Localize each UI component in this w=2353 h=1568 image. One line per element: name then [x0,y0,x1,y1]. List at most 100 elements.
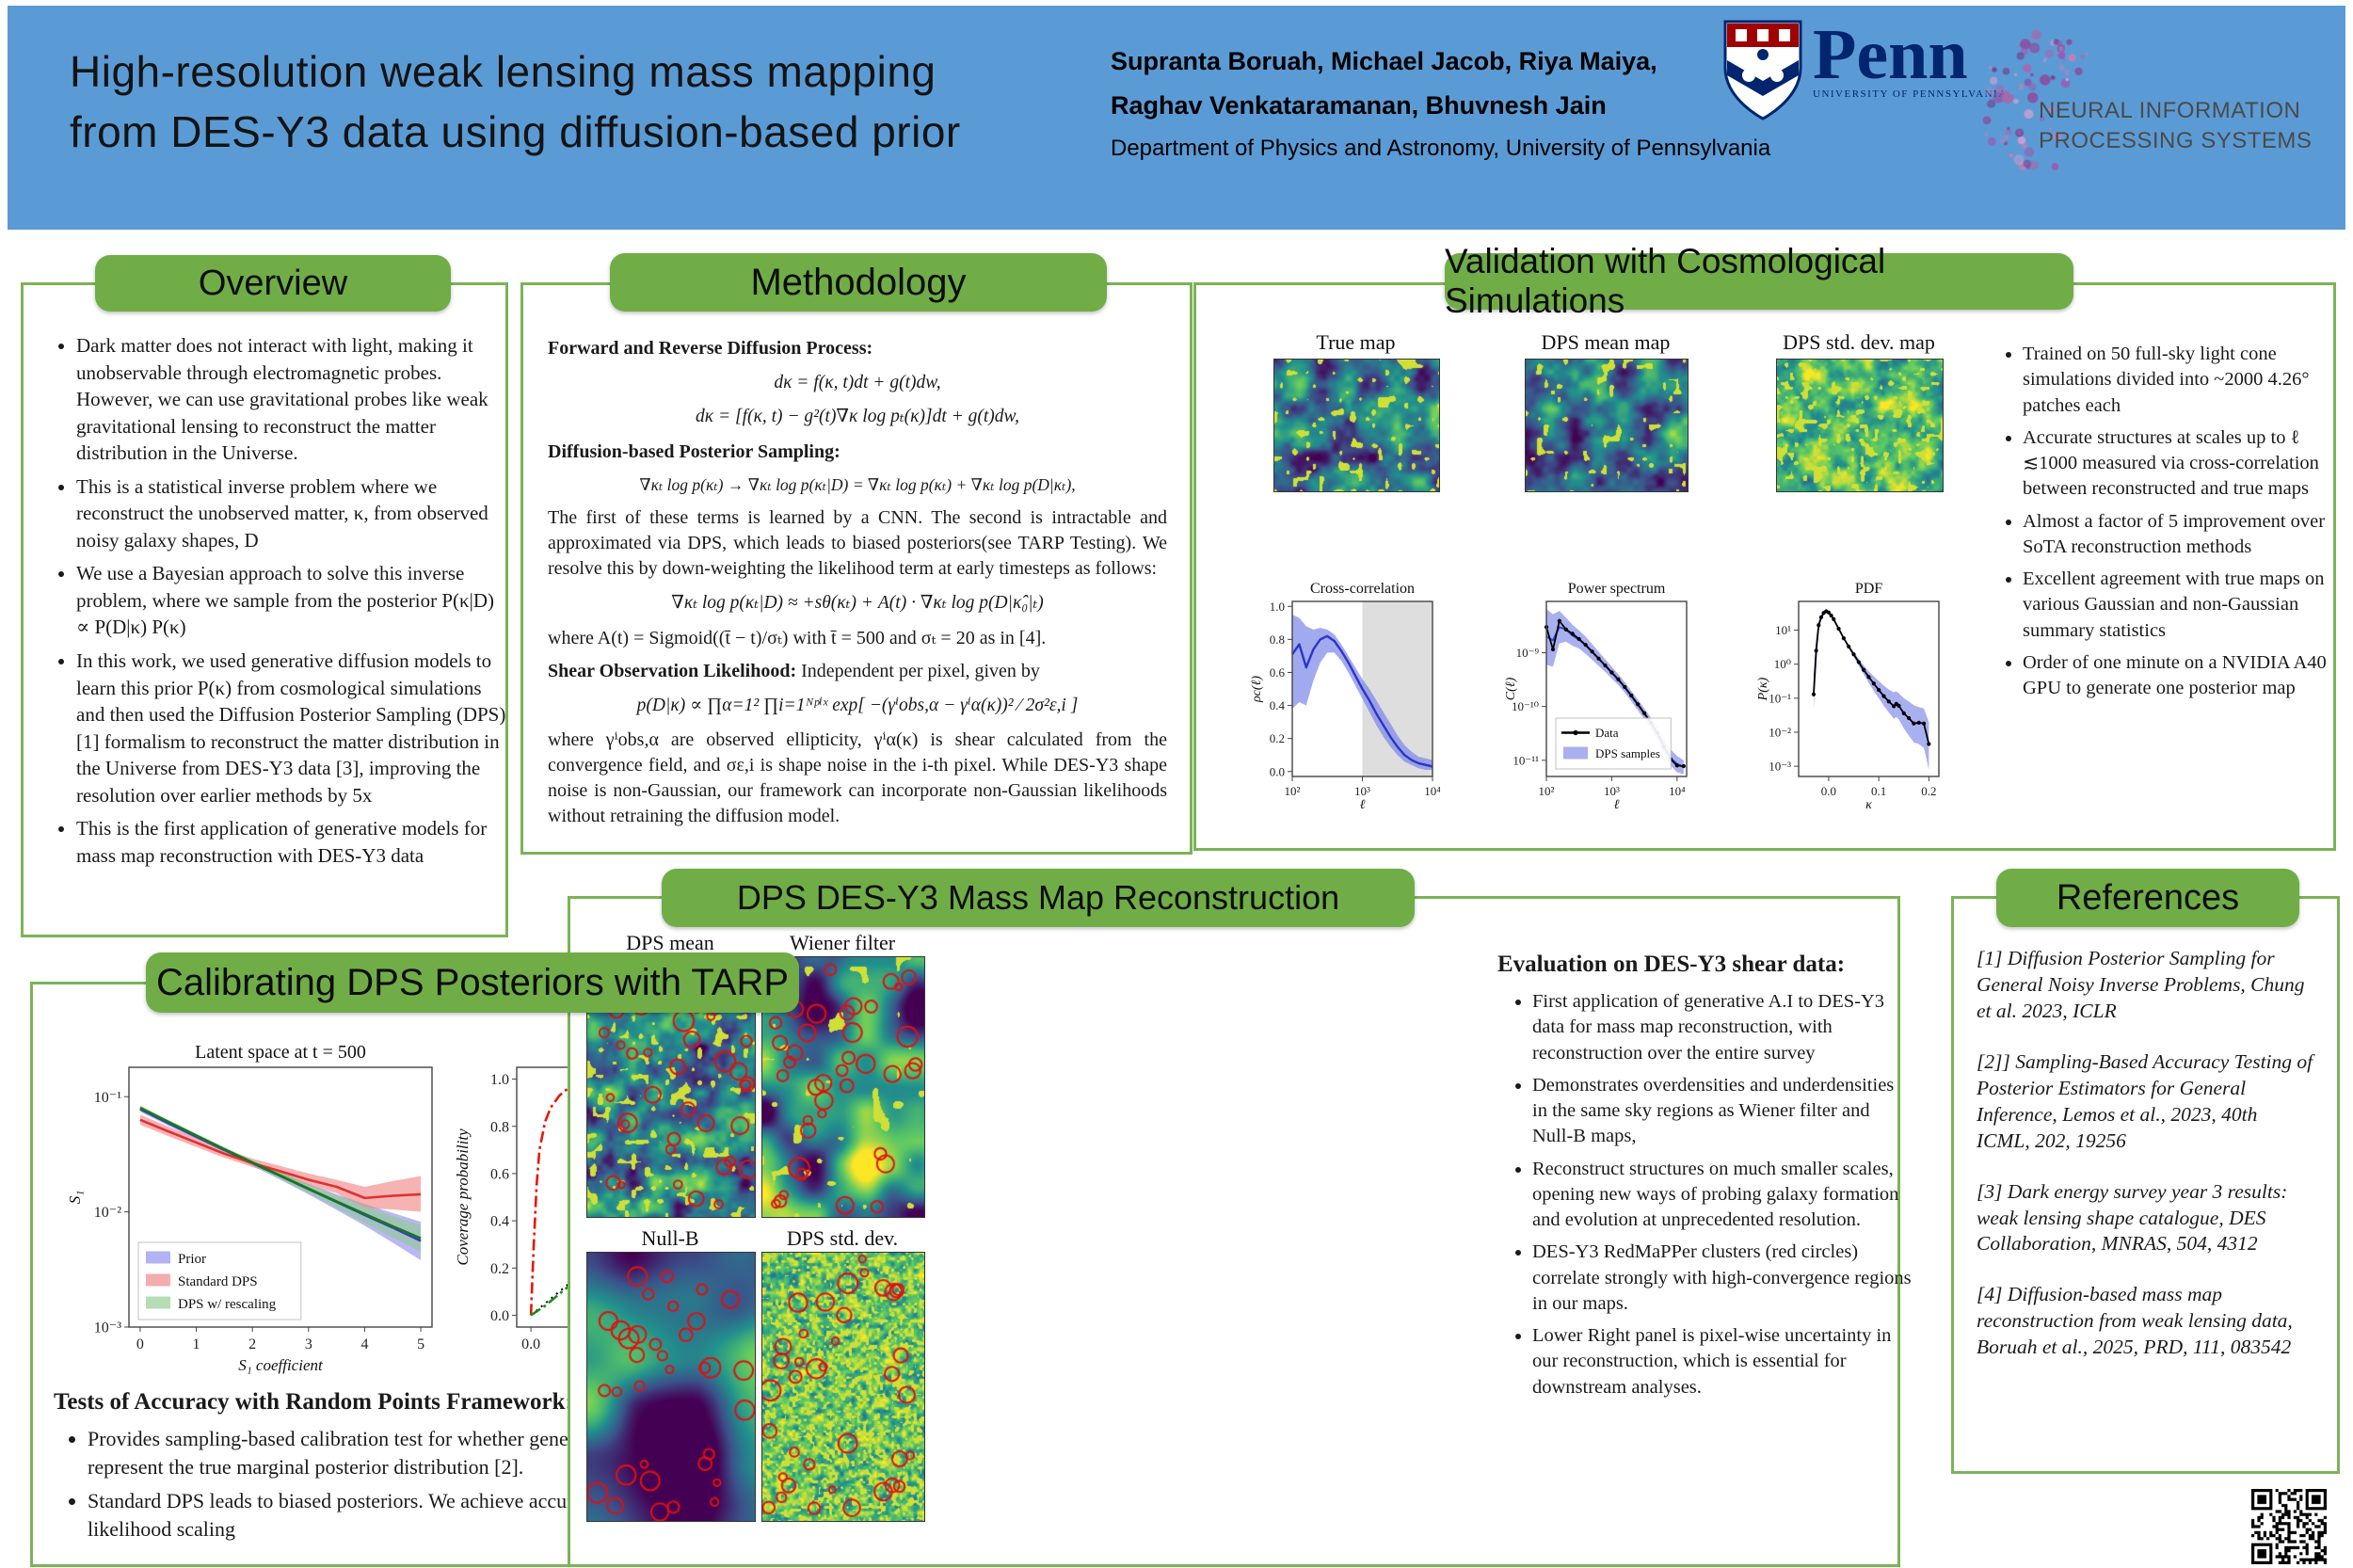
svg-text:10³: 10³ [1604,784,1620,798]
reference-item: [3] Dark energy survey year 3 results: w… [1977,1179,2288,1256]
poster-title-line1: High-resolution weak lensing mass mappin… [70,47,936,96]
overview-section: Overview Dark matter does not interact w… [21,255,511,937]
tarp-section-title: Calibrating DPS Posteriors with TARP [146,952,799,1013]
dps-mean-map-image [1525,359,1689,492]
svg-text:Cross-correlation: Cross-correlation [1310,581,1415,597]
svg-text:S₁: S₁ [67,1191,84,1204]
overview-bullet: This is a statistical inverse problem wh… [76,473,511,554]
svg-text:0.2: 0.2 [1921,784,1936,798]
svg-text:Standard DPS: Standard DPS [178,1274,258,1289]
true-map-label: True map [1316,330,1396,354]
pdf-chart: 0.0 0.1 0.2 10¹ 10⁰ 10⁻¹ 10⁻² 10⁻³ PDF κ P(κ) [1756,581,1940,812]
svg-text:10⁻²: 10⁻² [94,1205,121,1221]
svg-text:0.8: 0.8 [1270,632,1285,647]
poster-title: High-resolution weak lensing mass mappin… [70,41,961,162]
desy3-list: First application of generative A.I to D… [1504,989,1913,1407]
svg-text:10⁻¹¹: 10⁻¹¹ [1513,753,1539,767]
qr-code [2251,1489,2327,1564]
svg-text:0.0: 0.0 [490,1308,509,1324]
neurips-line1: NEURAL INFORMATION [2039,98,2301,123]
penn-wordmark: Penn [1813,15,1968,94]
overview-section-title: Overview [95,255,451,312]
validation-bullet: Accurate structures at scales up to ℓ ≲1… [2023,425,2348,503]
svg-text:10⁻¹⁰: 10⁻¹⁰ [1512,699,1539,713]
svg-text:κ: κ [1865,798,1872,812]
svg-text:10⁻²: 10⁻² [1769,726,1791,740]
svg-text:10⁻³: 10⁻³ [1769,760,1791,774]
svg-text:0.0: 0.0 [521,1336,540,1352]
dps-mean-big-label: DPS mean [626,931,714,954]
methodology-section-title: Methodology [610,253,1107,312]
validation-bullet: Excellent agreement with true maps on va… [2023,567,2348,644]
svg-text:10⁰: 10⁰ [1774,657,1791,671]
svg-text:P(κ): P(κ) [1756,677,1770,701]
svg-text:10⁴: 10⁴ [1669,784,1686,798]
meth-eq-score: ∇κₜ log p(κₜ) → ∇κₜ log p(κₜ|D) = ∇κₜ lo… [639,474,1076,494]
svg-text:ℓ: ℓ [1360,798,1366,812]
svg-text:4: 4 [360,1336,368,1352]
overview-list: Dark matter does not interact with light… [48,332,511,875]
validation-list: Trained on 50 full-sky light cone simula… [1994,342,2348,708]
dps-std-big-image [761,1252,925,1522]
neurips-logo: NEURAL INFORMATION PROCESSING SYSTEMS [1965,13,2342,201]
svg-text:10²: 10² [1285,784,1301,798]
null-b-label: Null-B [641,1226,699,1250]
overview-bullet: In this work, we used generative diffusi… [76,648,511,808]
svg-text:0.6: 0.6 [1270,665,1286,680]
authors-block: Supranta Boruah, Michael Jacob, Riya Mai… [1111,40,1770,162]
meth-eq-approx: ∇κₜ log p(κₜ|D) ≈ +sθ(κₜ) + A(t) · ∇κₜ l… [671,593,1044,614]
svg-text:1.0: 1.0 [1270,600,1285,614]
svg-text:10⁻⁹: 10⁻⁹ [1516,646,1540,660]
methodology-content: Forward and Reverse Diffusion Process: d… [548,327,1167,837]
svg-text:Power spectrum: Power spectrum [1568,581,1666,597]
svg-text:2: 2 [248,1336,256,1352]
svg-text:S₁ coefficient: S₁ coefficient [238,1356,324,1374]
svg-text:10³: 10³ [1354,784,1370,798]
desy3-title-label: DPS DES-Y3 Mass Map Reconstruction [736,878,1340,917]
svg-text:0.4: 0.4 [1270,698,1286,712]
penn-logo: Penn University of Pennsylvania [1722,19,2008,122]
svg-text:0.0: 0.0 [1821,784,1836,798]
methodology-title-label: Methodology [750,261,967,303]
svg-text:10⁻³: 10⁻³ [94,1320,121,1336]
penn-logo-text: Penn University of Pennsylvania [1813,19,2008,100]
svg-text:0.6: 0.6 [490,1167,509,1183]
desy3-bullet: DES-Y3 RedMaPPer clusters (red circles) … [1532,1240,1913,1317]
neurips-line2: PROCESSING SYSTEMS [2039,128,2313,153]
tarp-title-label: Calibrating DPS Posteriors with TARP [155,961,790,1003]
svg-text:Latent space at t = 500: Latent space at t = 500 [195,1042,366,1063]
meth-eq-forward: dκ = f(κ, t)dt + g(t)dw, [774,373,941,392]
meth-eq-reverse: dκ = [f(κ, t) − g²(t)∇κ log pₜ(κ)]dt + g… [695,407,1019,427]
meth-heading-likelihood: Shear Observation Likelihood: Independen… [548,659,1167,684]
desy3-bullet: First application of generative A.I to D… [1532,989,1913,1066]
dps-std-map-image [1776,359,1944,492]
svg-text:PDF: PDF [1855,581,1882,597]
svg-text:10⁴: 10⁴ [1424,784,1440,798]
svg-text:10⁻¹: 10⁻¹ [94,1090,121,1106]
svg-text:10¹: 10¹ [1775,623,1791,637]
validation-section: Validation with Cosmological Simulations… [1193,242,2336,851]
authors-line2: Raghav Venkataramanan, Bhuvnesh Jain [1111,91,1607,120]
true-map-image [1273,359,1440,492]
desy3-section-title: DPS DES-Y3 Mass Map Reconstruction [662,869,1415,927]
svg-text:DPS samples: DPS samples [1595,746,1660,760]
power-spectrum-chart: 10² 10³ 10⁴ 10⁻⁹ 10⁻¹⁰ 10⁻¹¹ Power spectrum ℓ C(… [1504,581,1688,812]
meth-para-cnn: The first of these terms is learned by a… [548,507,1167,580]
affiliation: Department of Physics and Astronomy, Uni… [1111,136,1771,161]
validation-title-label: Validation with Cosmological Simulations [1445,242,1886,320]
meth-likelihood-label: Shear Observation Likelihood: [548,660,797,681]
svg-text:0: 0 [136,1336,144,1352]
references-list: [1] Diffusion Posterior Sampling for Gen… [1977,946,2315,1385]
methodology-section: Methodology Forward and Reverse Diffusio… [520,253,1193,855]
meth-likelihood-rest: Independent per pixel, given by [796,660,1040,681]
svg-text:ℓ: ℓ [1614,798,1620,812]
dps-std-map-label: DPS std. dev. map [1783,330,1935,354]
overview-title-label: Overview [198,263,348,303]
neurips-swirl-icon [1965,13,2125,197]
svg-text:10⁻¹: 10⁻¹ [1769,691,1791,705]
wiener-filter-label: Wiener filter [789,931,896,954]
neurips-wordmark: NEURAL INFORMATION PROCESSING SYSTEMS [2039,96,2312,156]
tarp-subheading: Tests of Accuracy with Random Points Fra… [54,1389,573,1415]
references-section: References [1] Diffusion Posterior Sampl… [1951,869,2340,1474]
dps-mean-map-label: DPS mean map [1541,330,1671,354]
